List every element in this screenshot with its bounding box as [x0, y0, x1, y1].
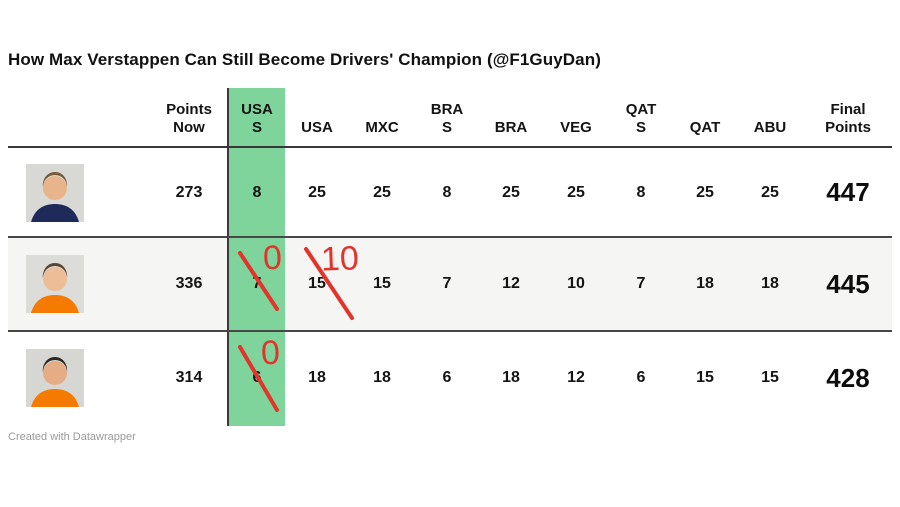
correction-norris-usas: 0 — [260, 333, 281, 373]
cell-bra-sprint: 6 — [442, 369, 452, 386]
cell-final-points: 447 — [826, 177, 870, 207]
header-rule — [8, 146, 892, 148]
cell-mxc: 15 — [373, 275, 391, 292]
header-bra: BRA — [494, 119, 528, 137]
cell-veg: 12 — [567, 369, 585, 386]
row-stripe-piastri — [8, 237, 892, 331]
header-points-now: Points Now — [166, 100, 212, 137]
cell-abu: 25 — [761, 183, 779, 201]
column-divider-line — [227, 88, 229, 426]
correction-piastri-usas: 0 — [262, 238, 283, 278]
header-abu: ABU — [753, 119, 787, 137]
cell-veg: 10 — [567, 275, 585, 292]
cell-points-now: 273 — [175, 183, 203, 201]
cell-qat-sprint: 8 — [636, 183, 646, 201]
cell-abu: 15 — [761, 369, 779, 386]
table-row-cell — [8, 237, 150, 331]
table-row-cell — [8, 148, 150, 237]
row-rule-2 — [8, 330, 892, 332]
cell-final-points: 445 — [826, 268, 870, 299]
cell-bra: 25 — [502, 183, 520, 201]
lando-norris-photo — [26, 349, 84, 407]
oscar-piastri-photo — [26, 255, 84, 313]
table-row-cell — [8, 331, 150, 425]
max-verstappen-photo — [26, 163, 84, 222]
cell-points-now: 314 — [175, 369, 203, 386]
cell-qat: 25 — [696, 183, 714, 201]
header-photo-spacer — [8, 88, 150, 148]
cell-qat: 15 — [696, 369, 714, 386]
header-mxc: MXC — [365, 119, 399, 137]
cell-usa: 25 — [308, 183, 326, 201]
header-qat: QAT — [689, 119, 721, 137]
header-usa-sprint: USA S — [241, 100, 273, 137]
cell-bra-sprint: 7 — [442, 275, 452, 292]
header-qat-sprint: QAT S — [625, 100, 657, 137]
cell-final-points: 428 — [826, 362, 870, 393]
cell-mxc: 25 — [373, 183, 391, 201]
header-usa: USA — [301, 119, 333, 137]
cell-usa-sprint: 8 — [252, 183, 262, 201]
cell-bra-sprint: 8 — [442, 183, 452, 201]
cell-mxc: 18 — [373, 369, 391, 386]
row-rule-1 — [8, 236, 892, 238]
header-veg: VEG — [560, 119, 592, 137]
cell-veg: 25 — [567, 183, 585, 201]
cell-abu: 18 — [761, 275, 779, 292]
cell-bra: 12 — [502, 275, 520, 292]
header-final-points: Final Points — [825, 100, 871, 137]
header-bra-sprint: BRA S — [430, 100, 464, 137]
cell-usa: 18 — [308, 369, 326, 386]
cell-qat: 18 — [696, 275, 714, 292]
cell-qat-sprint: 6 — [636, 369, 646, 386]
correction-piastri-usa: 10 — [320, 239, 360, 279]
datawrapper-attribution: Created with Datawrapper — [8, 431, 136, 443]
cell-points-now: 336 — [175, 275, 203, 292]
chart-title: How Max Verstappen Can Still Become Driv… — [8, 50, 601, 69]
cell-bra: 18 — [502, 369, 520, 386]
results-table: Points Now USA S USA MXC BRA S BRA VEG Q… — [8, 88, 892, 425]
cell-qat-sprint: 7 — [636, 275, 646, 292]
